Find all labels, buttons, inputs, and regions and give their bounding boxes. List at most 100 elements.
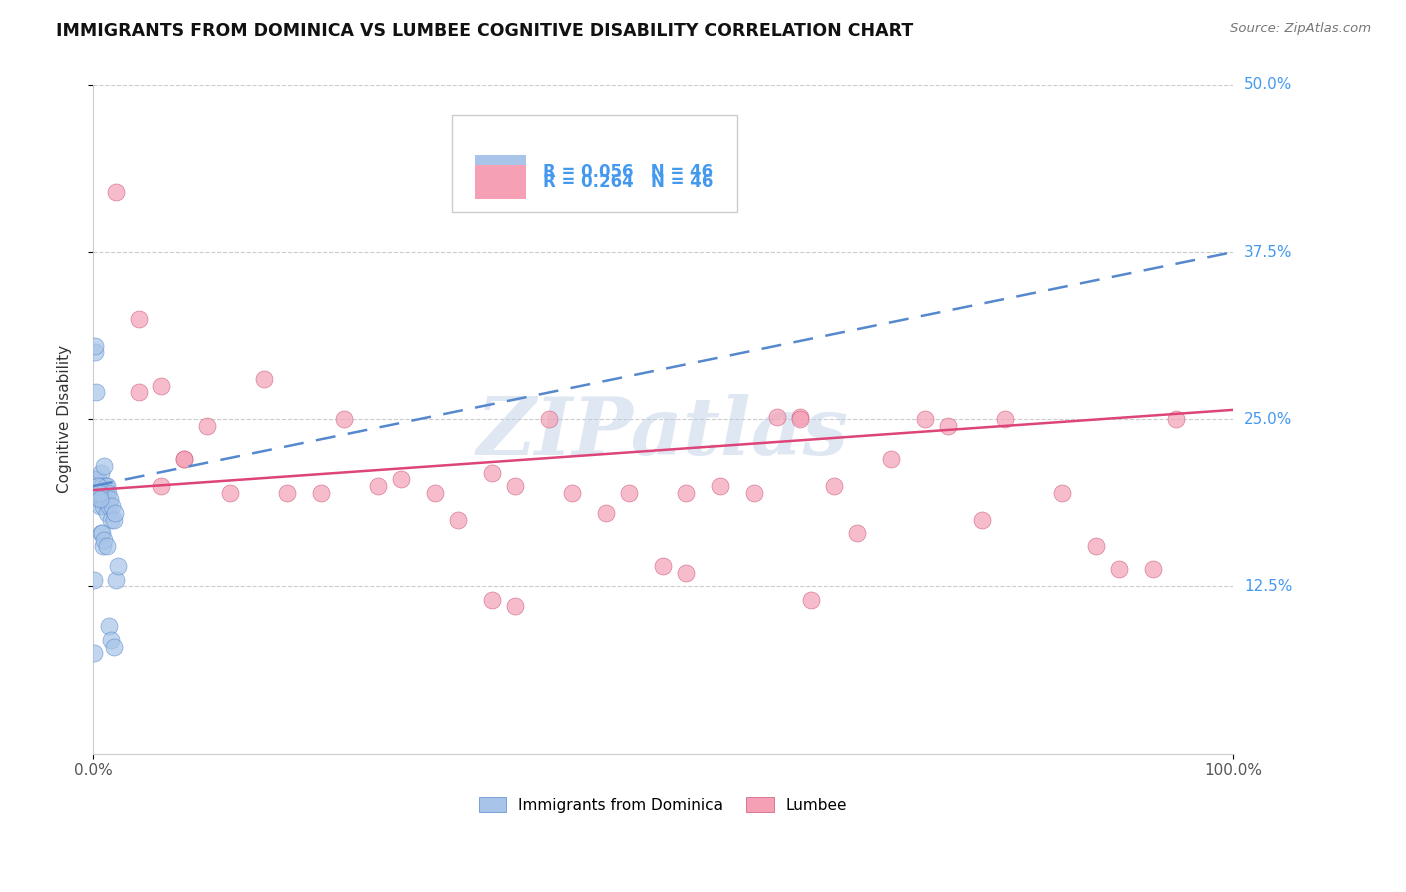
Point (96, 539, 118, 553)
Point (503, 599, 526, 614)
Point (367, 479, 389, 493)
Point (994, 412, 1017, 426)
Y-axis label: Cognitive Disability: Cognitive Disability (58, 345, 72, 493)
Point (100, 512, 122, 526)
Point (104, 185, 127, 199)
Legend: Immigrants from Dominica, Lumbee: Immigrants from Dominica, Lumbee (478, 797, 848, 813)
Point (90, 485, 112, 500)
Point (93, 533, 115, 547)
Point (675, 566, 697, 580)
Point (98, 619, 121, 633)
Point (101, 499, 124, 513)
Point (914, 412, 936, 426)
Point (91, 525, 114, 540)
Point (880, 452, 903, 467)
Point (789, 412, 811, 426)
Point (103, 512, 125, 526)
Point (253, 372, 276, 386)
Text: 12.5%: 12.5% (1244, 579, 1292, 594)
Point (107, 559, 129, 574)
Point (87, 485, 110, 500)
Text: 50.0%: 50.0% (1244, 78, 1292, 93)
Point (98, 499, 121, 513)
Point (709, 479, 731, 493)
Point (91, 492, 114, 507)
Point (86, 472, 108, 486)
Point (89, 485, 111, 500)
Point (503, 479, 526, 493)
Point (90, 525, 112, 540)
Point (936, 418, 959, 433)
Point (766, 409, 789, 424)
FancyBboxPatch shape (475, 165, 526, 199)
Point (742, 485, 765, 500)
Point (104, 573, 127, 587)
Point (98, 492, 121, 507)
Point (91, 485, 114, 500)
Point (89, 499, 111, 513)
Point (128, 312, 150, 326)
Point (309, 485, 332, 500)
Point (93, 492, 115, 507)
Text: 37.5%: 37.5% (1244, 244, 1292, 260)
Point (86, 479, 108, 493)
Point (333, 412, 356, 426)
Point (94, 485, 117, 500)
Text: IMMIGRANTS FROM DOMINICA VS LUMBEE COGNITIVE DISABILITY CORRELATION CHART: IMMIGRANTS FROM DOMINICA VS LUMBEE COGNI… (56, 22, 914, 40)
Point (128, 385, 150, 400)
Point (104, 506, 127, 520)
Point (83, 573, 105, 587)
Point (86, 472, 108, 486)
Point (91, 499, 114, 513)
Point (389, 472, 412, 486)
Point (173, 452, 195, 467)
Point (561, 485, 583, 500)
Point (83, 646, 105, 660)
Point (103, 640, 125, 654)
Text: Source: ZipAtlas.com: Source: ZipAtlas.com (1230, 22, 1371, 36)
Point (84, 345, 107, 359)
Point (1164, 412, 1187, 426)
Point (89, 492, 111, 507)
Point (87, 479, 110, 493)
Point (800, 592, 823, 607)
Point (481, 466, 503, 480)
Point (652, 559, 675, 574)
Point (537, 412, 560, 426)
Point (84, 339, 107, 353)
Point (93, 458, 115, 473)
FancyBboxPatch shape (475, 155, 526, 188)
Point (97, 485, 120, 500)
Text: ZIPatlas: ZIPatlas (477, 394, 849, 471)
Point (91, 539, 114, 553)
Point (447, 512, 470, 526)
Point (94, 479, 117, 493)
Point (100, 632, 122, 647)
Point (675, 485, 697, 500)
Point (972, 512, 994, 526)
Point (91, 479, 114, 493)
Point (150, 379, 173, 393)
Point (1085, 539, 1108, 553)
Text: 25.0%: 25.0% (1244, 412, 1292, 426)
Text: R = 0.056   N = 46: R = 0.056 N = 46 (543, 163, 713, 181)
Point (276, 485, 298, 500)
Point (86, 385, 108, 400)
Point (86, 479, 108, 493)
Point (1142, 562, 1164, 576)
Point (87, 485, 110, 500)
Point (1108, 562, 1130, 576)
Point (617, 485, 640, 500)
FancyBboxPatch shape (453, 115, 737, 212)
Point (150, 479, 173, 493)
Point (96, 506, 118, 520)
Point (823, 479, 845, 493)
Point (1050, 485, 1073, 500)
Text: R = 0.264   N = 46: R = 0.264 N = 46 (543, 173, 714, 191)
Point (845, 525, 868, 540)
Point (90, 466, 112, 480)
Point (173, 452, 195, 467)
Point (218, 485, 240, 500)
Point (481, 592, 503, 607)
Point (195, 418, 218, 433)
